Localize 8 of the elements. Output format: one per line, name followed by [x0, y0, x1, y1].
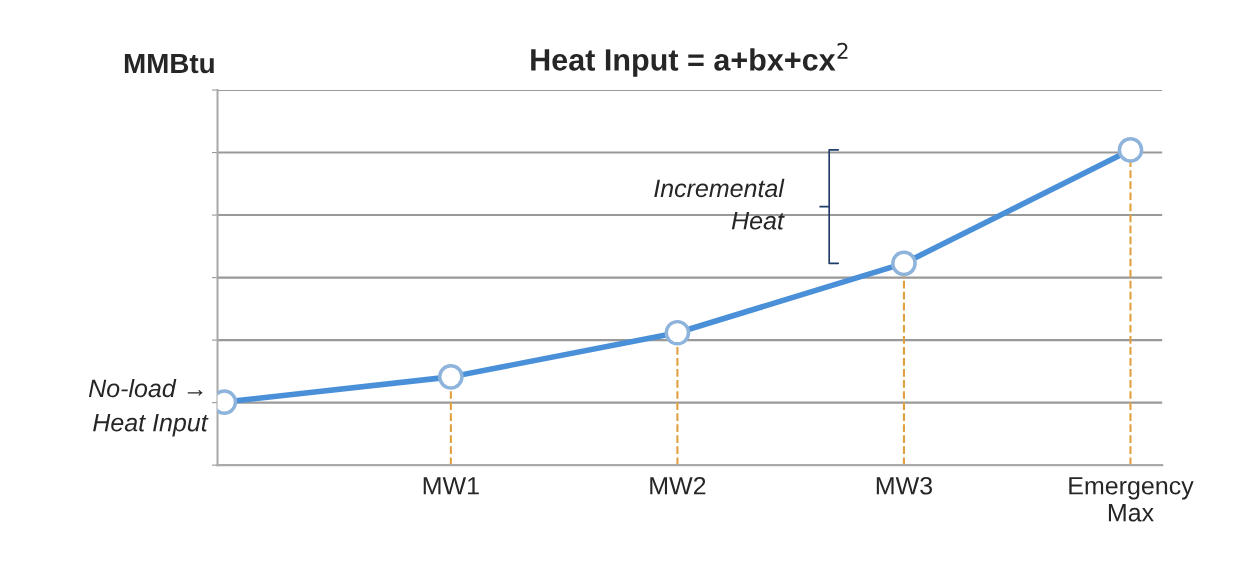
y-axis-title: MMBtu	[124, 53, 214, 74]
x-tick-label: MW3	[876, 476, 933, 495]
x-tick-label: MW2	[650, 476, 706, 495]
x-tick-label: MW1	[423, 477, 479, 495]
annotation: Incremental Heat	[654, 178, 785, 230]
x-tick-label: Emergency Max	[1069, 477, 1194, 522]
chart-title: Heat Input = a+bx+cx$^{2}$	[531, 42, 848, 77]
text: No-load → Heat Input	[88, 378, 209, 437]
